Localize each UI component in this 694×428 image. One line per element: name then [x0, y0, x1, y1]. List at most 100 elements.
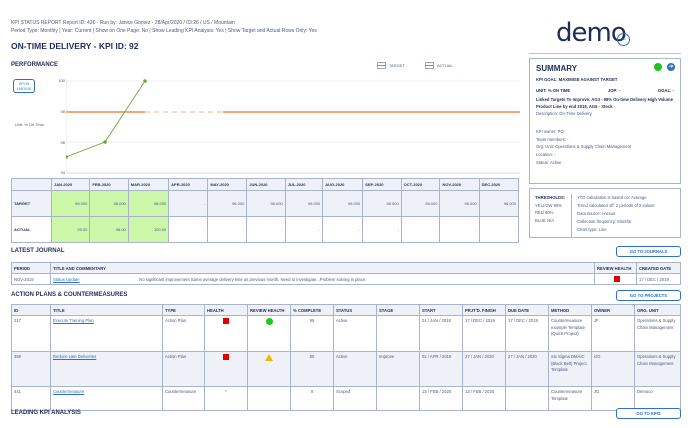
- summary-title: SUMMARY: [536, 64, 578, 73]
- method: Six Sigma DMAIC (Black Belt) Project Tem…: [548, 351, 592, 387]
- divider: [529, 53, 681, 54]
- description: Description: On-Time Delivery: [536, 111, 592, 116]
- threshold-red: RED 90%: [535, 210, 554, 215]
- col-type: TYPE: [162, 304, 205, 316]
- performance-chart: [66, 78, 520, 174]
- month-header: MAY-2020: [207, 178, 248, 191]
- actual-cell: -: [207, 216, 248, 243]
- col-stage: STAGE: [376, 304, 420, 316]
- id: 217: [11, 315, 51, 352]
- red-status-icon: [223, 354, 229, 360]
- col-status: STATUS: [333, 304, 377, 316]
- complete: 0: [290, 386, 334, 411]
- complete: 95: [290, 315, 334, 352]
- go-to-projects-button[interactable]: GO TO PROJECTS: [616, 290, 681, 301]
- org-unit: Operations & Supply Chain Management: [634, 315, 681, 352]
- legend-target-label: TARGET: [389, 63, 405, 68]
- month-header: OCT-2020: [400, 178, 441, 191]
- y-tick-96: 96: [60, 140, 65, 145]
- due-date: 27 / JAN / 2020: [505, 351, 549, 387]
- logo: demo: [556, 18, 627, 48]
- month-header: FEB-2020: [89, 178, 129, 191]
- owner: JG: [591, 386, 635, 411]
- actual-cell: -: [322, 216, 364, 243]
- table-row: 441 Countermeasure Countermeasure * 0 Sc…: [11, 386, 681, 411]
- performance-table: JAN-2020 FEB-2020 MAR-2020 APR-2020 MAY-…: [11, 178, 520, 243]
- col-review-health: REVIEW HEALTH: [247, 304, 291, 316]
- month-header: DEC-2020: [478, 178, 520, 191]
- actual-cell: 96.00: [89, 216, 129, 243]
- org-unit: Democo: [634, 386, 681, 411]
- target-cell: 98.000: [478, 190, 520, 217]
- y-axis-label: Unit: % On Time: [14, 122, 44, 127]
- col-title: TITLE: [50, 304, 163, 316]
- summary-panel: SUMMARY KPI GOAL: MAXIMISE AGAINST TARGE…: [529, 58, 681, 184]
- status: Status: Active: [536, 159, 562, 165]
- period: NOV-2019: [11, 273, 51, 285]
- commentary: No significant improvement Same average …: [139, 276, 367, 282]
- actual-cell: -: [168, 216, 209, 243]
- go-to-journals-button[interactable]: GO TO JOURNALS: [616, 246, 681, 257]
- leading-kpi-title: LEADING KPI ANALYSIS: [11, 410, 81, 416]
- execute-training-plan-link[interactable]: Execute Training Plan: [53, 318, 94, 323]
- type: Action Plan: [162, 315, 205, 352]
- review-health: [594, 273, 637, 285]
- type: Countermeasure: [162, 386, 205, 411]
- col-period: PERIOD: [11, 262, 51, 274]
- table-row: 217 Execute Training Plan Action Plan 95…: [11, 315, 681, 352]
- col-start: START: [419, 304, 463, 316]
- col-finish: PRJT'D. FINISH: [462, 304, 506, 316]
- location: Location: -: [536, 152, 556, 158]
- stage: Improve: [376, 351, 420, 387]
- month-header: JUN-2020: [246, 178, 286, 191]
- go-to-kpis-button[interactable]: GO TO KPIS: [616, 408, 681, 419]
- target-row-label: TARGET: [11, 190, 52, 217]
- legend-target[interactable]: TARGET: [377, 62, 405, 69]
- table-row: 359 Reduce Late Deliveries Action Plan 8…: [11, 351, 681, 387]
- target-cell: 98.000: [246, 190, 286, 217]
- reduce-late-deliveries-link[interactable]: Reduce Late Deliveries: [53, 354, 97, 359]
- y-tick-100: 100: [58, 78, 65, 83]
- legend-actual[interactable]: ACTUAL: [425, 62, 453, 69]
- corner-cell: [11, 178, 52, 191]
- due-date: [505, 386, 549, 411]
- due-date: 17 / DEC / 2019: [505, 315, 549, 352]
- chart-type: Chart type: Line: [577, 227, 607, 232]
- threshold-blue: BLUE N/A: [535, 217, 555, 223]
- stage: [376, 386, 420, 411]
- data-source: Data source: i-nexus: [577, 211, 616, 216]
- col-id: ID: [11, 304, 51, 316]
- target-cell: 98.000: [439, 190, 480, 217]
- title: Reduce Late Deliveries: [50, 351, 163, 387]
- arrow-right-circle-icon[interactable]: ➜: [667, 63, 675, 71]
- review-health: [247, 351, 291, 387]
- status-update-link[interactable]: Status Update: [53, 276, 80, 282]
- finish: 17 / DEC / 2019: [462, 315, 506, 352]
- trend-calc: Trend calculated off: 2 periods of 2 val…: [577, 203, 655, 208]
- actual-cell: -: [284, 216, 324, 243]
- status-indicator-icon: [654, 63, 662, 71]
- target-legend-icon: [377, 62, 386, 69]
- col-created-date: CREATED DATE: [636, 262, 681, 274]
- badge-line2: I-NEXUS: [16, 86, 32, 91]
- owner: GG: [591, 351, 635, 387]
- performance-title: PERFORMANCE: [11, 62, 59, 68]
- countermeasure-link[interactable]: Countermeasure: [53, 389, 85, 394]
- actual-row-label: ACTUAL: [11, 216, 52, 243]
- col-due-date: DUE DATE: [505, 304, 549, 316]
- jop: JOP: -: [607, 88, 621, 93]
- target-cell: 98.000: [207, 190, 248, 217]
- month-header: MAR-2020: [127, 178, 170, 191]
- target-cell: 98.000: [322, 190, 364, 217]
- health: [204, 351, 248, 387]
- actual-cell: 95.00: [50, 216, 91, 243]
- month-header: NOV-2020: [439, 178, 480, 191]
- col-complete: % COMPLETE: [290, 304, 334, 316]
- kpi-in-inexus-button[interactable]: KPI IN I-NEXUS: [13, 79, 35, 93]
- created-date: 17 / DEC / 2019: [636, 273, 681, 285]
- finish: 13 / FEB / 2020: [462, 386, 506, 411]
- health: *: [204, 386, 248, 411]
- status: Scoped: [333, 386, 377, 411]
- col-review-health: REVIEW HEALTH: [594, 262, 637, 274]
- stage: [376, 315, 420, 352]
